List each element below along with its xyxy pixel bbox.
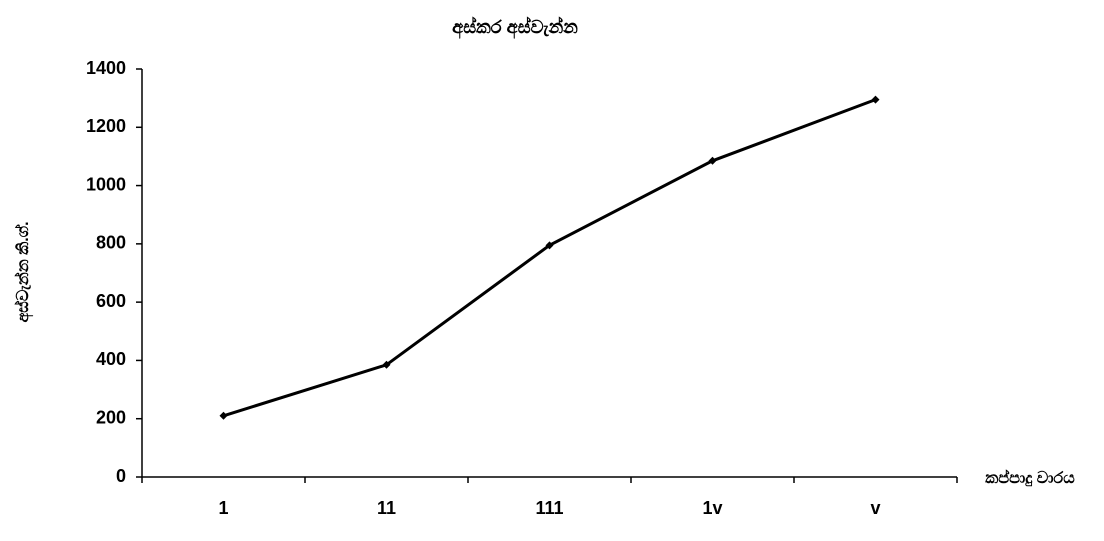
y-tick-label: 1200 <box>86 116 126 136</box>
marker <box>871 95 880 104</box>
marker <box>219 411 228 420</box>
chart-title: අස්කර අස්වැන්න <box>452 16 578 39</box>
marker <box>545 241 554 250</box>
y-tick-label: 600 <box>96 291 126 311</box>
x-tick-label: 1v <box>702 498 722 518</box>
marker <box>708 156 717 165</box>
y-tick-label: 800 <box>96 233 126 253</box>
x-axis-label: කප්පාදු වාරය <box>985 469 1075 487</box>
marker <box>382 360 391 369</box>
x-tick-label: 11 <box>377 498 396 518</box>
x-tick-label: 111 <box>535 498 563 518</box>
y-axis-label: අස්වැන්න කි.ග්. <box>14 221 34 322</box>
y-tick-label: 1000 <box>86 174 126 194</box>
x-tick-label: 1 <box>218 498 228 518</box>
y-tick-label: 200 <box>96 407 126 427</box>
y-tick-label: 400 <box>96 349 126 369</box>
y-tick-label: 0 <box>116 466 126 486</box>
y-tick-label: 1400 <box>86 58 126 78</box>
line <box>223 98 877 418</box>
x-tick-label: v <box>870 498 880 518</box>
